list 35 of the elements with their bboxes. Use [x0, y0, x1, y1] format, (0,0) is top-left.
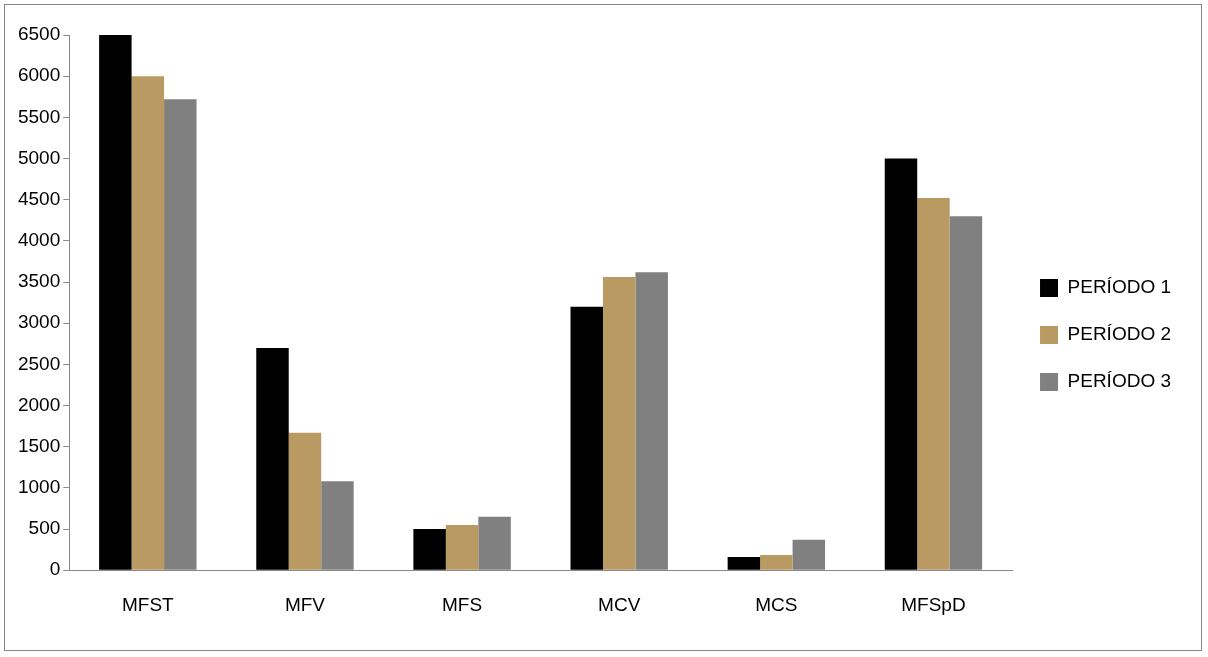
legend-label: PERÍODO 1	[1067, 276, 1172, 298]
y-tick-label: 5500	[17, 105, 61, 127]
y-tick-label: 2500	[17, 352, 61, 374]
x-tick-label: MFST	[121, 593, 175, 615]
bar	[288, 432, 322, 570]
bar	[131, 76, 165, 570]
bar	[602, 277, 636, 570]
bar	[256, 347, 289, 570]
y-tick-label: 6000	[17, 64, 61, 86]
x-tick-label: MCV	[598, 593, 641, 615]
y-tick-label: 4500	[17, 187, 61, 209]
x-tick-label: MFSpD	[901, 593, 966, 615]
y-tick-label: 2000	[17, 393, 61, 415]
legend-label: PERÍODO 3	[1067, 370, 1172, 392]
y-tick-label: 3000	[17, 311, 61, 333]
x-tick-label: MFS	[442, 593, 483, 615]
bar	[917, 198, 950, 570]
y-tick-label: 1000	[17, 476, 61, 498]
y-tick-label: 4000	[17, 229, 61, 251]
bar	[570, 306, 603, 570]
bar	[884, 158, 918, 570]
x-tick-label: MCS	[755, 593, 798, 615]
legend-label: PERÍODO 2	[1067, 323, 1172, 345]
y-tick-label: 1500	[17, 434, 61, 456]
y-tick-label: 3500	[17, 270, 61, 292]
y-tick-label: 500	[28, 517, 61, 539]
bar	[760, 554, 793, 570]
y-tick-label: 5000	[17, 146, 61, 168]
bar	[413, 529, 446, 570]
y-tick-label: 6500	[17, 23, 61, 45]
bar	[445, 524, 479, 570]
bar	[727, 557, 761, 570]
y-tick-label: 0	[49, 558, 61, 580]
x-tick-label: MFV	[284, 593, 326, 615]
bar	[99, 35, 132, 570]
